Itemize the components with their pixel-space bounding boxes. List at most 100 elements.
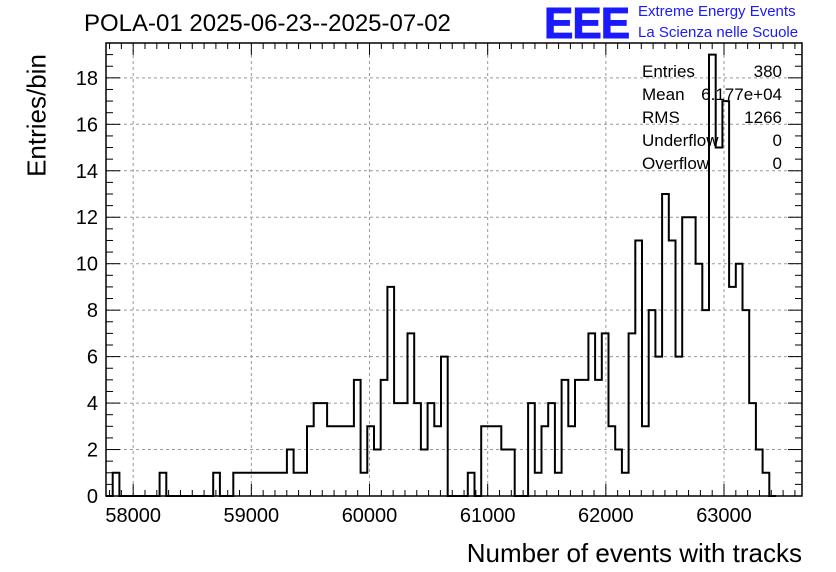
histogram-bin [568,426,575,496]
histogram-bin [615,450,622,496]
stats-row-rms: RMS 1266 [642,106,782,129]
x-tick-label: 58000 [105,505,161,527]
histogram-bin [361,473,368,496]
histogram-bin [642,426,649,496]
histogram-bin [320,403,327,496]
histogram-bin [374,450,381,496]
histogram-bin [743,310,750,496]
y-tick-label: 16 [76,114,98,136]
histogram-bin [602,333,609,496]
stats-value: 0 [772,131,782,150]
histogram-bin [367,426,374,496]
stats-label: Underflow [642,131,719,150]
histogram-bin [401,403,408,496]
histogram-bin [669,240,676,496]
x-tick-label: 62000 [578,505,634,527]
histogram-bin [421,450,428,496]
histogram-bin [287,450,294,496]
histogram-bin [387,287,394,496]
histogram-bin [501,450,508,496]
histogram-bin [635,240,642,496]
histogram-bin [160,473,167,496]
histogram-bin [294,473,301,496]
histogram-bin [702,310,709,496]
histogram-bin [548,403,555,496]
histogram-bin [334,426,341,496]
eee-logo: EEE [543,0,630,48]
histogram-outline [106,53,777,497]
stats-row-entries: Entries 380 [642,60,782,83]
histogram-bin [535,473,542,496]
y-tick-label: 14 [76,161,98,183]
histogram-bin [213,473,220,496]
histogram-bin [354,380,361,496]
histogram-bin [260,473,267,496]
histogram-bin [247,473,254,496]
histogram-bin [347,426,354,496]
histogram-bin [562,380,569,496]
histogram-bin [408,333,415,496]
histogram-bin [609,426,616,496]
histogram-bin [508,450,515,496]
stats-label: RMS [642,108,680,127]
y-tick-label: 10 [76,254,98,276]
histogram-bin [314,403,321,496]
histogram-bin [662,194,669,496]
histogram-bin [736,264,743,496]
histogram-bin [622,473,629,496]
histogram-bin [300,473,307,496]
stats-label: Mean [642,85,685,104]
histogram-bin [575,380,582,496]
histogram-bin [394,403,401,496]
histogram-bin [756,450,763,496]
histogram-bin [749,403,756,496]
chart-title: POLA-01 2025-06-23--2025-07-02 [84,10,451,37]
stats-value: 0 [772,154,782,173]
x-tick-label: 59000 [224,505,280,527]
histogram-bin [716,148,723,496]
histogram-bin [682,217,689,496]
histogram-bin [588,333,595,496]
histogram-bin [555,473,562,496]
x-axis-label: Number of events with tracks [466,538,802,568]
histogram-bin [381,380,388,496]
stats-row-overflow: Overflow 0 [642,152,782,175]
histogram-bin [468,473,475,496]
histogram-bin [113,473,120,496]
histogram-bin [233,473,240,496]
logo-line-2: La Scienza nelle Scuole [638,24,799,41]
histogram-bin [696,264,703,496]
histogram-bin [629,333,636,496]
histogram-bin [280,473,287,496]
stats-value: 1266 [744,108,782,127]
histogram-bin [582,380,589,496]
histogram-bin [481,426,488,496]
y-tick-label: 6 [87,347,98,369]
histogram-bin [441,357,448,496]
stats-value: 380 [753,62,782,81]
histogram-bin [240,473,247,496]
y-tick-label: 8 [87,300,98,322]
histogram-bin [267,473,274,496]
y-tick-label: 0 [87,486,98,508]
histogram-bin [763,473,770,496]
logo-line-1: Extreme Energy Events [638,3,796,20]
y-tick-label: 4 [87,393,98,415]
stats-row-mean: Mean 6.177e+04 [642,83,782,106]
histogram-bin [655,357,662,496]
stats-label: Entries [642,62,695,81]
histogram-bin [528,403,535,496]
y-tick-label: 2 [87,440,98,462]
histogram-bin [428,403,435,496]
histogram-bin [542,426,549,496]
histogram-bin [327,426,334,496]
histogram-bin [488,426,495,496]
x-tick-label: 61000 [460,505,516,527]
stats-value: 6.177e+04 [701,85,782,104]
histogram-bin [676,357,683,496]
histogram-bin [649,310,656,496]
stats-row-underflow: Underflow 0 [642,129,782,152]
histogram-bin [414,403,421,496]
x-tick-label: 60000 [342,505,398,527]
histogram-bin [689,217,696,496]
